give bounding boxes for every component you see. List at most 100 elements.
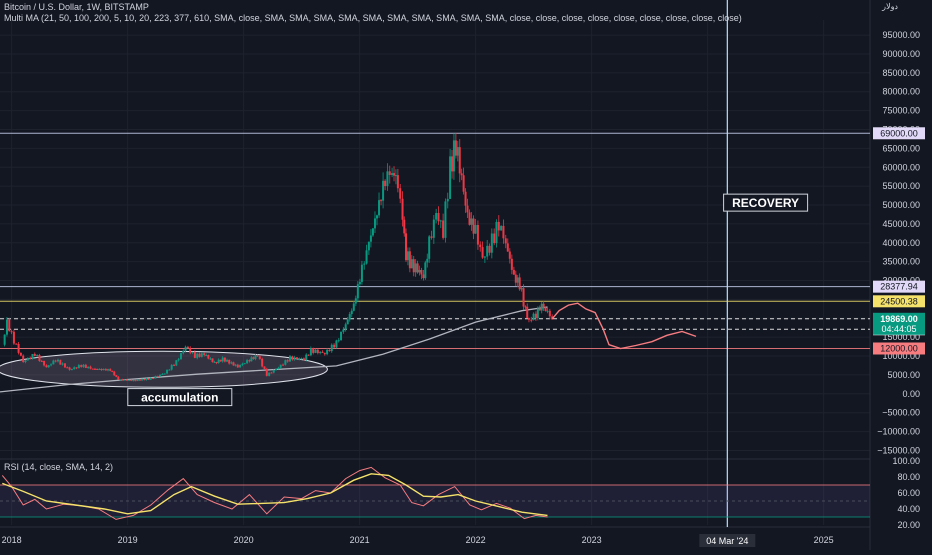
candle-body [12,331,15,344]
candle-body [115,375,118,377]
candle-body [196,353,199,358]
candle-body [360,264,363,282]
candle-body [254,355,257,359]
candle-body [542,303,545,308]
y-tick-label: 80000.00 [882,87,920,97]
candle-body [175,360,178,366]
candle-body [516,277,519,283]
candle-body [36,354,39,357]
candle-body [428,236,431,259]
indicator-label: Multi MA (21, 50, 100, 200, 5, 10, 20, 2… [4,13,742,23]
candle-body [26,357,29,361]
candle-body [223,357,226,362]
price-tag-label: 69000.00 [880,128,918,138]
candle-body [432,219,435,238]
candle-body [138,379,141,381]
candle-body [15,343,18,345]
candle-body [45,365,48,368]
price-tag-bg [873,280,925,293]
candle-body [307,354,310,356]
candle-body [384,180,387,187]
candle-body [295,357,298,360]
candle-body [520,288,523,290]
y-tick-label: 95000.00 [882,30,920,40]
candle-body [470,218,473,225]
accumulation-label-box [127,388,233,407]
candle-body [198,353,201,357]
candle-body [356,284,359,299]
candle-body [546,310,549,312]
candle-body [191,351,194,353]
candle-body [258,356,261,359]
candle-body [33,353,36,357]
candle-body [460,173,463,176]
candle-body [333,344,336,348]
candle-body [305,354,308,361]
moving-average-line [0,306,548,393]
vertical-line-date-bg [699,534,756,547]
y-tick-label: 30000.00 [882,276,920,286]
candle-body [77,365,80,369]
candle-body [454,140,457,156]
rsi-y-tick-label: 100.00 [892,456,920,466]
candle-body [248,360,251,362]
candle-body [113,371,116,376]
candle-body [52,360,55,365]
candle-body [136,379,139,381]
candle-body [73,367,76,370]
chart-title: Bitcoin / U.S. Dollar, 1W, BITSTAMP [4,2,149,12]
candle-body [386,171,389,187]
candle-body [472,218,475,234]
candle-body [5,319,8,335]
candle-body [300,358,303,360]
candle-body [200,353,203,357]
candle-body [89,366,92,369]
candle-body [510,258,513,270]
rsi-y-tick-label: 20.00 [897,520,920,530]
candle-body [211,358,214,363]
current-price-label: 19869.00 [880,314,918,324]
recovery-label: RECOVERY [732,196,799,210]
y-tick-label: −10000.00 [877,427,920,437]
candle-body [422,274,425,279]
y-tick-label: 50000.00 [882,200,920,210]
candle-body [243,363,246,365]
candle-body [219,359,222,362]
candle-body [340,331,343,341]
candle-body [232,362,235,366]
candle-body [104,369,107,371]
candle-body [430,236,433,238]
y-tick-label: 0.00 [902,389,920,399]
y-tick-label: 40000.00 [882,238,920,248]
candle-body [451,156,454,172]
y-tick-label: 10000.00 [882,351,920,361]
candle-body [408,251,411,269]
candle-body [24,360,27,362]
candle-body [59,359,62,365]
candle-body [328,349,331,352]
candle-body [504,238,507,244]
candle-body [98,369,101,371]
candle-body [486,245,489,257]
candle-body [512,269,515,275]
candle-body [40,360,43,362]
vertical-line-date-label: 04 Mar '24 [706,536,748,546]
candle-body [538,308,541,311]
candle-body [449,156,452,199]
candle-body [213,361,216,363]
candle-body [66,367,69,369]
candle-body [393,173,396,176]
candle-body [154,376,157,379]
accumulation-ellipse [0,350,328,388]
candle-body [230,362,233,364]
y-tick-label: −15000.00 [877,445,920,455]
candle-body [70,369,73,371]
accumulation-label: accumulation [141,391,218,405]
candle-body [54,360,57,362]
candle-body [376,215,378,219]
candle-body [215,361,218,363]
candle-body [121,379,124,381]
candle-body [193,351,196,358]
candle-body [119,379,122,381]
candle-body [63,363,66,368]
